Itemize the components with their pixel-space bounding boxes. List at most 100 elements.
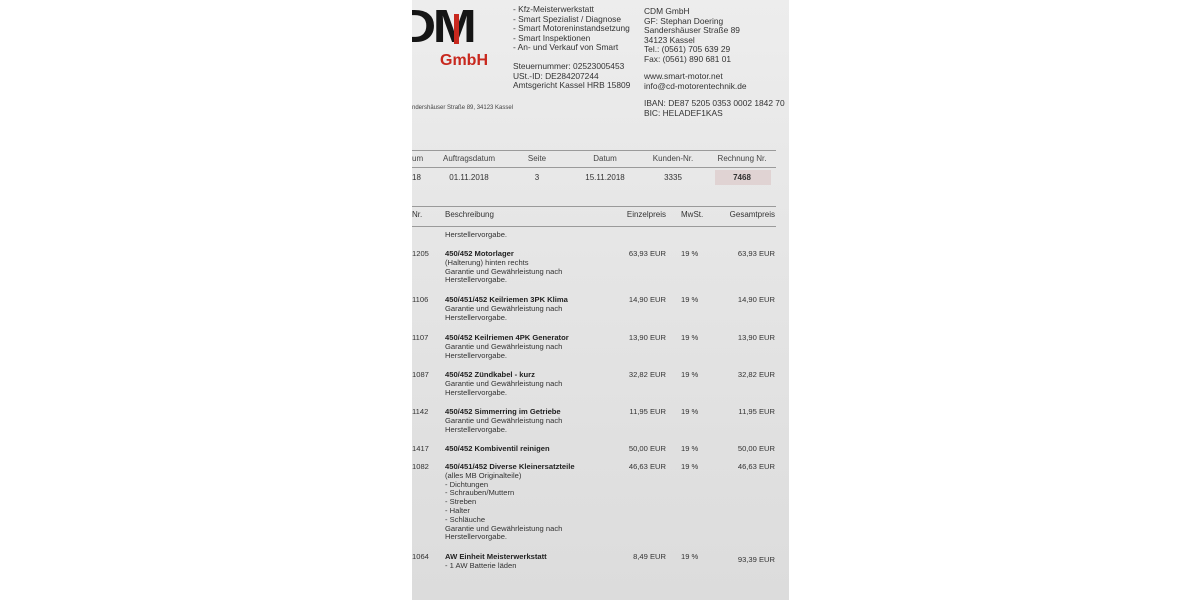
customer-number: 3335 bbox=[664, 173, 682, 182]
item-nr: 1087 bbox=[412, 370, 429, 379]
item-detail: - Halter bbox=[445, 505, 470, 515]
web-contact: www.smart-motor.net info@cd-motorentechn… bbox=[644, 71, 747, 91]
item-title: 450/452 Simmerring im Getriebe bbox=[445, 407, 561, 416]
service-item: - Smart Motoreninstandsetzung bbox=[513, 23, 630, 34]
info-header: Auftragsdatum bbox=[442, 154, 496, 163]
item-title: 450/451/452 Diverse Kleinersatzteile bbox=[445, 462, 575, 471]
item-detail: Garantie und Gewährleistung nach bbox=[445, 303, 563, 313]
item-description: 450/451/452 Diverse Kleinersatzteile (all… bbox=[445, 462, 575, 542]
header-total: Gesamtpreis bbox=[729, 210, 775, 219]
services-list: - Kfz-Meisterwerkstatt - Smart Spezialis… bbox=[513, 4, 630, 53]
invoice-date: 15.11.2018 bbox=[585, 173, 625, 182]
court-register: Amtsgericht Kassel HRB 15809 bbox=[513, 80, 631, 91]
street: Sandershäuser Straße 89 bbox=[644, 25, 740, 36]
header-unit-price: Einzelpreis bbox=[626, 210, 666, 219]
info-header: Rechnung Nr. bbox=[717, 154, 767, 163]
item-title: 450/452 Kombiventil reinigen bbox=[445, 444, 550, 453]
item-detail: Garantie und Gewährleistung nach bbox=[445, 266, 563, 276]
info-header: Seite bbox=[527, 154, 547, 163]
item-total: 50,00 EUR bbox=[737, 444, 775, 453]
item-description: 450/451/452 Keilriemen 3PK Klima Garantie… bbox=[445, 295, 568, 322]
fax: Fax: (0561) 890 681 01 bbox=[644, 53, 732, 64]
item-detail: Garantie und Gewährleistung nach bbox=[445, 341, 563, 351]
company-address: CDM GmbH GF: Stephan Doering Sandershäus… bbox=[644, 6, 740, 65]
item-detail: Garantie und Gewährleistung nach bbox=[445, 378, 563, 388]
header-nr: Nr. bbox=[412, 210, 423, 219]
item-total: 46,63 EUR bbox=[737, 462, 775, 471]
item-unit-price: 13,90 EUR bbox=[628, 333, 666, 342]
info-value: 18 bbox=[412, 173, 421, 182]
item-vat: 19 % bbox=[681, 295, 699, 304]
item-total: 32,82 EUR bbox=[737, 370, 775, 379]
item-description: 450/452 Keilriemen 4PK Generator Garantie… bbox=[445, 333, 569, 360]
logo-letters: DM bbox=[412, 3, 477, 49]
item-description: 450/452 Motorlager (Halterung) hinten rec… bbox=[445, 249, 563, 285]
item-detail: - Schläuche bbox=[445, 514, 486, 524]
item-title: AW Einheit Meisterwerkstatt bbox=[445, 552, 547, 561]
service-item: - Smart Spezialist / Diagnose bbox=[513, 13, 621, 24]
item-total: 93,39 EUR bbox=[737, 555, 775, 564]
item-detail: Herstellervorgabe. bbox=[445, 424, 508, 434]
item-nr: 1106 bbox=[412, 295, 429, 304]
tax-number: Steuernummer: 02523005453 bbox=[513, 61, 625, 71]
item-detail: Herstellervorgabe. bbox=[445, 350, 508, 360]
item-vat: 19 % bbox=[681, 552, 699, 561]
item-total: 63,93 EUR bbox=[737, 249, 775, 258]
item-title: 450/452 Motorlager bbox=[445, 249, 514, 258]
item-description: AW Einheit Meisterwerkstatt - 1 AW Batter… bbox=[445, 552, 547, 571]
item-vat: 19 % bbox=[681, 249, 699, 258]
info-header: um bbox=[412, 154, 424, 163]
item-title: 450/452 Zündkabel - kurz bbox=[445, 370, 535, 379]
item-unit-price: 46,63 EUR bbox=[628, 462, 666, 471]
managing-director: GF: Stephan Doering bbox=[644, 15, 724, 26]
item-detail: Herstellervorgabe. bbox=[445, 312, 508, 322]
email: info@cd-motorentechnik.de bbox=[644, 80, 747, 91]
item-vat: 19 % bbox=[681, 444, 699, 453]
item-description: 450/452 Simmerring im Getriebe Garantie u… bbox=[445, 407, 562, 434]
item-unit-price: 14,90 EUR bbox=[628, 295, 666, 304]
item-description: 450/452 Kombiventil reinigen bbox=[445, 444, 550, 454]
header-description: Beschreibung bbox=[445, 210, 494, 219]
order-date: 01.11.2018 bbox=[449, 173, 489, 182]
item-detail: (Halterung) hinten rechts bbox=[445, 257, 529, 267]
item-nr: 1107 bbox=[412, 333, 429, 342]
invoice-page: DM GmbH - Kfz-Meisterwerkstatt - Smart S… bbox=[412, 0, 789, 600]
item-title: 450/451/452 Keilriemen 3PK Klima bbox=[445, 295, 568, 304]
item-title: 450/452 Keilriemen 4PK Generator bbox=[445, 333, 569, 342]
bic: BIC: HELADEF1KAS bbox=[644, 107, 723, 118]
bank-details: IBAN: DE87 5205 0353 0002 1842 70 BIC: H… bbox=[644, 98, 785, 118]
header-vat: MwSt. bbox=[681, 210, 704, 219]
item-vat: 19 % bbox=[681, 462, 699, 471]
item-detail: - Streben bbox=[445, 497, 477, 507]
divider bbox=[412, 150, 776, 151]
item-unit-price: 8,49 EUR bbox=[633, 552, 666, 561]
item-unit-price: 32,82 EUR bbox=[628, 370, 666, 379]
item-detail: - Dichtungen bbox=[445, 479, 489, 489]
company-name: CDM GmbH bbox=[644, 6, 690, 16]
item-unit-price: 50,00 EUR bbox=[628, 444, 666, 453]
item-vat: 19 % bbox=[681, 333, 699, 342]
item-detail: Herstellervorgabe. bbox=[445, 275, 508, 285]
logo-red-bar bbox=[454, 14, 459, 44]
invoice-number-highlight bbox=[715, 170, 771, 185]
item-nr: 1064 bbox=[412, 552, 429, 561]
item-detail: Herstellervorgabe. bbox=[445, 532, 508, 542]
item-detail: - Schrauben/Muttern bbox=[445, 488, 515, 498]
item-total: 14,90 EUR bbox=[737, 295, 775, 304]
divider bbox=[412, 167, 776, 168]
item-detail: Herstellervorgabe. bbox=[445, 387, 508, 397]
phone: Tel.: (0561) 705 639 29 bbox=[644, 44, 731, 55]
item-detail: (alles MB Originalteile) bbox=[445, 470, 522, 480]
item-nr: 1082 bbox=[412, 462, 429, 471]
website: www.smart-motor.net bbox=[644, 71, 723, 81]
vat-id: USt.-ID: DE284207244 bbox=[513, 70, 599, 81]
item-detail: Garantie und Gewährleistung nach bbox=[445, 523, 563, 533]
item-nr: 1417 bbox=[412, 444, 429, 453]
divider bbox=[412, 206, 776, 207]
city: 34123 Kassel bbox=[644, 34, 695, 45]
divider bbox=[412, 226, 776, 227]
item-unit-price: 11,95 EUR bbox=[629, 407, 666, 416]
iban: IBAN: DE87 5205 0353 0002 1842 70 bbox=[644, 98, 785, 108]
invoice-number: 7468 bbox=[733, 173, 751, 182]
service-item: - Smart Inspektionen bbox=[513, 32, 591, 43]
